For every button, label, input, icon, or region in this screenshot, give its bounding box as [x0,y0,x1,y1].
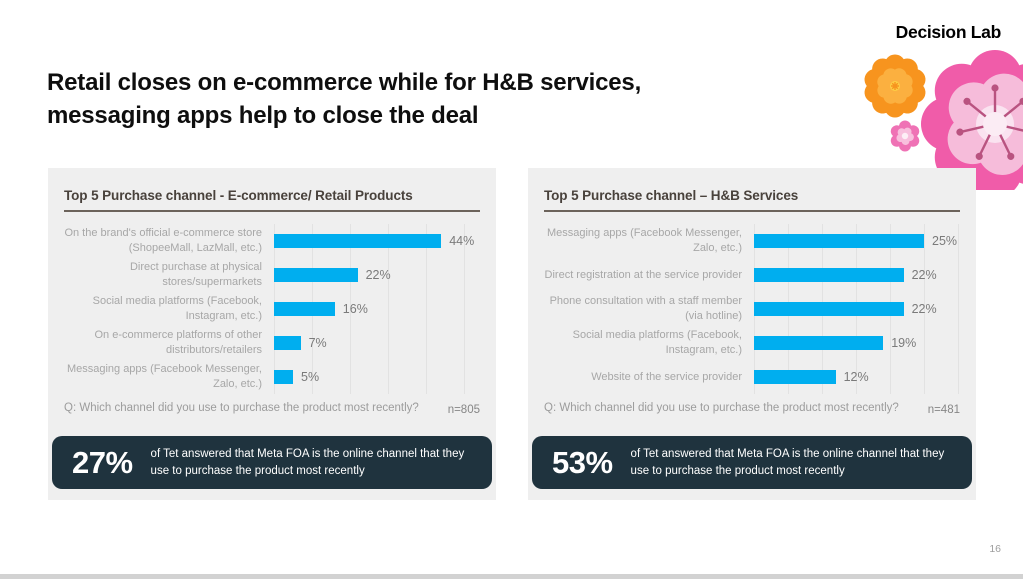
decision-lab-logo: Decision Lab [895,22,1002,42]
chart-row: On the brand's official e-commerce store… [64,224,480,258]
question-text: Q: Which channel did you use to purchase… [544,402,899,414]
bar-chart-hb: Messaging apps (Facebook Messenger, Zalo… [544,224,960,394]
bar-label: Messaging apps (Facebook Messenger, Zalo… [546,227,742,254]
bar-label: Social media platforms (Facebook, Instag… [572,329,742,356]
bar [754,268,904,282]
bar [754,336,884,350]
bar-value: 12% [843,370,869,384]
bar-value: 16% [342,302,368,316]
small-pink-flower-icon [888,120,922,152]
highlight-text: of Tet answered that Meta FOA is the onl… [630,447,945,477]
highlight-box: 27% of Tet answered that Meta FOA is the… [52,436,492,489]
bar [274,370,293,384]
chart-row: Social media platforms (Facebook, Instag… [64,292,480,326]
chart-title-retail: Top 5 Purchase channel - E-commerce/ Ret… [64,188,413,203]
highlight-stat: 27% [72,444,133,480]
sample-size: n=481 [927,403,960,416]
gridline [464,224,465,394]
bar-value: 22% [911,268,937,282]
chart-row: Website of the service provider 12% [544,360,960,394]
chart-row: Social media platforms (Facebook, Instag… [544,326,960,360]
bar-label: Messaging apps (Facebook Messenger, Zalo… [66,363,262,390]
chart-title-underline [544,210,960,212]
large-pink-flower-icon [921,50,1023,190]
bar-label: Website of the service provider [591,370,742,383]
chart-title-underline [64,210,480,212]
question-text: Q: Which channel did you use to purchase… [64,402,419,414]
bar-label: On e-commerce platforms of other distrib… [94,329,262,356]
bar-value: 7% [308,336,327,350]
bottom-edge-bar [0,574,1023,579]
sample-size: n=805 [447,403,480,416]
chart-row: Messaging apps (Facebook Messenger, Zalo… [544,224,960,258]
bar [274,302,335,316]
gridline [958,224,959,394]
chart-row: On e-commerce platforms of other distrib… [64,326,480,360]
bar [274,268,358,282]
page-number: 16 [989,543,1001,555]
bar-value: 19% [891,336,917,350]
highlight-stat: 53% [552,444,613,480]
tet-flowers-decoration [861,50,1023,190]
slide-title: Retail closes on e-commerce while for H&… [47,69,642,129]
bar [754,302,904,316]
bar-label: Direct purchase at physical stores/super… [129,261,262,288]
bar [274,336,301,350]
bar-label: Phone consultation with a staff member (… [549,295,742,322]
highlight-box: 53% of Tet answered that Meta FOA is the… [532,436,972,489]
chart-row: Messaging apps (Facebook Messenger, Zalo… [64,360,480,394]
retail-chart-panel: Top 5 Purchase channel - E-commerce/ Ret… [48,168,496,500]
bar-label: On the brand's official e-commerce store… [64,227,262,254]
gridline [350,224,351,394]
bar [274,234,442,248]
chart-row: Direct purchase at physical stores/super… [64,258,480,292]
bar [754,234,924,248]
bar-value: 25% [932,234,958,248]
gridline [924,224,925,394]
chart-row: Direct registration at the service provi… [544,258,960,292]
gridline [388,224,389,394]
bar-chart-retail: On the brand's official e-commerce store… [64,224,480,394]
hb-services-chart-panel: Top 5 Purchase channel – H&B Services Me… [528,168,976,500]
chart-row: Phone consultation with a staff member (… [544,292,960,326]
bar-label: Direct registration at the service provi… [544,268,742,281]
orange-flower-icon [861,54,929,118]
bar-value: 22% [911,302,937,316]
bar-value: 5% [301,370,320,384]
bar [754,370,836,384]
highlight-text: of Tet answered that Meta FOA is the onl… [150,447,465,477]
bar-value: 44% [449,234,475,248]
bar-value: 22% [365,268,391,282]
bar-label: Social media platforms (Facebook, Instag… [92,295,262,322]
gridline [426,224,427,394]
chart-title-hb: Top 5 Purchase channel – H&B Services [544,188,799,203]
